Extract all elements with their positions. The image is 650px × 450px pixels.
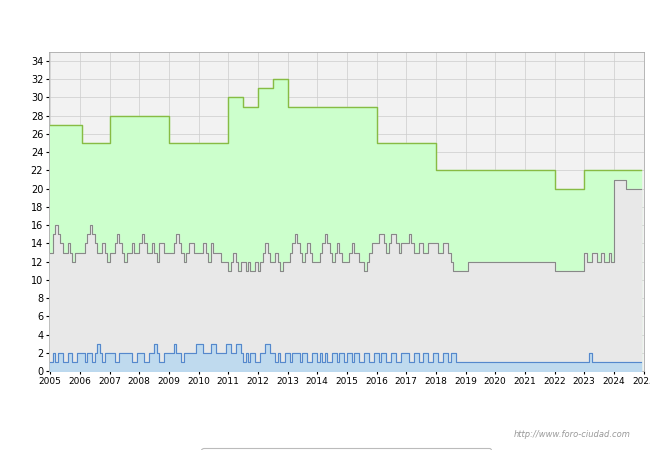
Legend: Ocupados, Parados, Hab. entre 16-64: Ocupados, Parados, Hab. entre 16-64: [202, 448, 491, 450]
Text: http://www.foro-ciudad.com: http://www.foro-ciudad.com: [514, 430, 630, 439]
Text: Liceras - Evolucion de la poblacion en edad de Trabajar Mayo de 2024: Liceras - Evolucion de la poblacion en e…: [101, 17, 549, 30]
